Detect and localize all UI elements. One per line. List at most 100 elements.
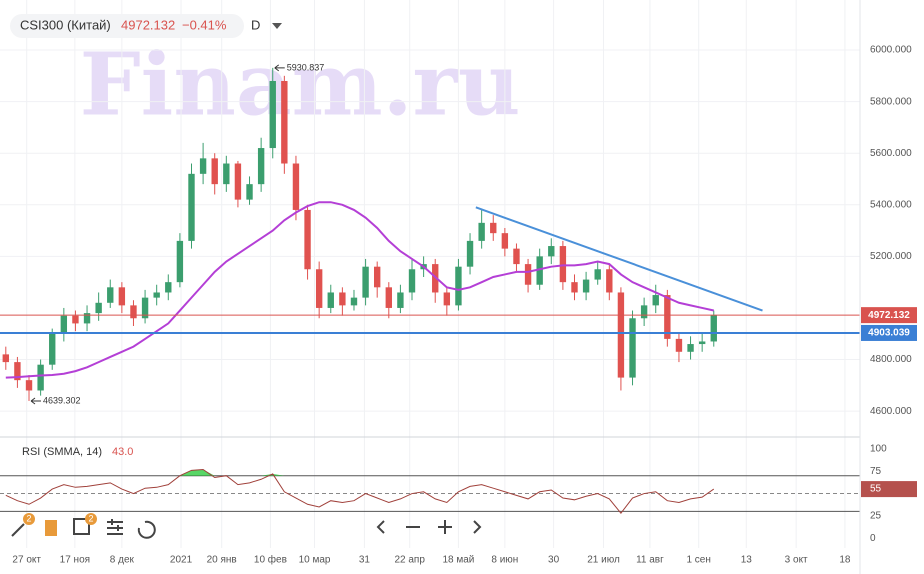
candle-body — [234, 163, 242, 200]
candle-body — [2, 354, 9, 363]
annotation-label: 4639.302 — [43, 395, 81, 405]
y-tick-label: 0 — [870, 533, 876, 544]
candle-body — [199, 158, 207, 174]
x-tick-label: 2021 — [170, 555, 193, 566]
rsi-tag-label: 55 — [870, 484, 882, 495]
candle-body — [188, 173, 195, 241]
x-tick-label: 21 июл — [587, 555, 620, 566]
candle-body — [408, 269, 416, 293]
settings-tool[interactable] — [107, 519, 123, 535]
draw-tool[interactable] — [11, 523, 25, 537]
candle-body — [629, 318, 636, 378]
last_price-tag-label: 4972.132 — [868, 310, 910, 321]
candle-body — [571, 282, 578, 293]
y-tick-label: 4600.000 — [870, 406, 912, 417]
candle-body — [698, 341, 706, 345]
zoom-in[interactable] — [438, 520, 452, 534]
x-tick-label: 30 — [548, 555, 560, 566]
y-tick-label: 100 — [870, 444, 887, 455]
undo-tool[interactable] — [137, 520, 156, 539]
rsi-title: RSI (SMMA, 14) — [22, 446, 102, 458]
candle-body — [211, 158, 218, 185]
interval-dropdown[interactable] — [272, 23, 282, 29]
candle-body — [327, 292, 334, 308]
badge-text: 2 — [88, 513, 93, 523]
x-tick-label: 10 мар — [299, 555, 331, 566]
y-tick-label: 75 — [870, 466, 882, 477]
candle-body — [37, 364, 44, 391]
candle-body — [687, 344, 694, 352]
x-tick-label: 10 фев — [254, 554, 287, 566]
symbol: CSI300 (Китай) — [20, 17, 111, 32]
interval[interactable]: D — [251, 17, 260, 32]
nav-left[interactable] — [376, 520, 385, 534]
rsi-line — [5, 468, 715, 514]
trendline — [475, 206, 763, 312]
candle-body — [339, 292, 346, 306]
candle-body — [640, 305, 648, 319]
candle-body — [153, 292, 160, 298]
indicator-tool[interactable] — [73, 518, 90, 535]
x-tick-label: 22 апр — [394, 555, 425, 566]
x-tick-label: 18 — [839, 555, 851, 566]
x-tick-label: 13 — [741, 555, 753, 566]
candle-body — [304, 209, 311, 270]
candle-body — [478, 222, 485, 241]
candle-body — [350, 297, 358, 306]
x-tick-label: 17 ноя — [60, 555, 90, 566]
x-tick-label: 31 — [359, 555, 371, 566]
x-tick-label: 8 дек — [110, 555, 135, 566]
rsi-current: 43.0 — [112, 446, 133, 458]
y-tick-label: 5800.000 — [870, 96, 912, 107]
header-pill — [10, 14, 244, 38]
candle-body — [385, 287, 392, 308]
candle-body — [130, 305, 137, 319]
candle-body — [107, 287, 114, 303]
candle-body — [524, 264, 532, 285]
candle-body — [536, 256, 543, 285]
toolbar — [11, 518, 482, 539]
candle-body — [176, 240, 184, 283]
candle-body — [443, 292, 451, 306]
candle-body — [246, 184, 253, 200]
support-tag — [861, 324, 917, 341]
candle-body — [652, 295, 659, 306]
support-tag-label: 4903.039 — [868, 328, 910, 339]
x-tick-label: 20 янв — [207, 555, 237, 566]
candle-body — [165, 282, 172, 293]
candle-body — [72, 315, 79, 324]
x-tick-label: 3 окт — [785, 555, 808, 566]
y-tick-label: 5600.000 — [870, 148, 912, 159]
candle-body — [95, 302, 102, 314]
y-tick-label: 5200.000 — [870, 251, 912, 262]
change: −0.41% — [182, 17, 227, 32]
watermark: Finam.ru — [80, 35, 521, 136]
candle-body — [60, 315, 68, 334]
candle-body — [582, 279, 590, 293]
x-tick-label: 1 сен — [686, 555, 710, 566]
candle-body — [513, 248, 520, 265]
candle-body — [269, 80, 276, 149]
candle-body — [501, 233, 509, 249]
moving-average — [5, 201, 714, 379]
candle-body — [118, 287, 126, 306]
candle-body — [606, 269, 613, 293]
candle-body — [594, 269, 601, 280]
candle-body — [548, 246, 555, 257]
last_price-tag — [861, 307, 917, 324]
nav-right[interactable] — [473, 520, 482, 534]
candle-body — [257, 148, 265, 185]
badge — [85, 513, 97, 525]
candle-body — [559, 246, 567, 283]
candle-body — [362, 266, 369, 298]
candle-body — [14, 362, 21, 381]
x-tick-label: 27 окт — [12, 555, 41, 566]
list-tool[interactable] — [45, 520, 57, 536]
y-tick-label: 6000.000 — [870, 45, 912, 56]
x-tick-label: 11 авг — [636, 555, 664, 566]
candle-body — [83, 313, 91, 324]
x-tick-label: 18 май — [442, 555, 474, 566]
y-tick-label: 25 — [870, 511, 882, 522]
